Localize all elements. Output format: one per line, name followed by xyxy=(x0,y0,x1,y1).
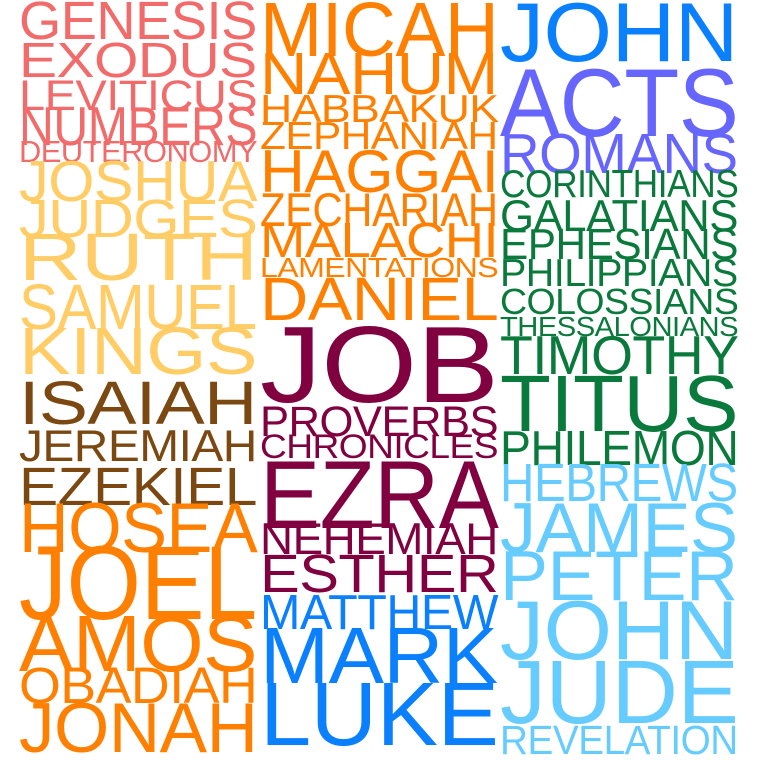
column-middle: MICAH NAHUM HABBAKUK ZEPHANIAH HAGGAI ZECHARI… xyxy=(260,0,499,760)
book-leviticus: LEVITICUS xyxy=(19,72,258,119)
book-mark: MARK xyxy=(260,611,498,700)
book-john: JOHN xyxy=(500,584,738,677)
book-luke: LUKE xyxy=(260,665,499,760)
book-revelation: REVELATION xyxy=(500,717,738,760)
book-jeremiah: JEREMIAH xyxy=(19,420,257,471)
book-zephaniah: ZEPHANIAH xyxy=(260,115,498,158)
book-timothy: TIMOTHY xyxy=(500,324,739,386)
book-acts: ACTS xyxy=(500,50,739,157)
book-hosea: HOSEA xyxy=(19,488,258,567)
book-esther: ESTHER xyxy=(260,544,499,604)
book-isaiah: ISAIAH xyxy=(19,369,257,438)
book-proverbs: PROVERBS xyxy=(260,398,499,445)
book-lamentations: LAMENTATIONS xyxy=(260,251,499,283)
book-jonah: JONAH xyxy=(19,688,258,760)
book-corinthians: CORINTHIANS xyxy=(500,163,739,206)
column-right: JOHN ACTS ROMANS CORINTHIANS GALATIANS EPHESI… xyxy=(500,0,739,760)
book-daniel: DANIEL xyxy=(260,265,499,334)
book-nehemiah: NEHEMIAH xyxy=(260,513,498,564)
book-haggai: HAGGAI xyxy=(260,137,499,205)
book-micah: MICAH xyxy=(260,0,499,73)
book-nahum: NAHUM xyxy=(260,42,498,107)
book-kings: KINGS xyxy=(19,315,258,389)
book-philemon: PHILEMON xyxy=(500,422,739,476)
book-james: JAMES xyxy=(500,488,738,567)
book-exodus: EXODUS xyxy=(19,34,257,88)
book-genesis: GENESIS xyxy=(19,0,257,51)
book-obadiah: OBADIAH xyxy=(19,657,258,714)
book-habbakuk: HABBAKUK xyxy=(260,88,499,131)
book-titus: TITUS xyxy=(500,359,739,448)
book-job: JOB xyxy=(260,304,499,426)
book-galatians: GALATIANS xyxy=(500,190,738,241)
book-numbers: NUMBERS xyxy=(19,95,258,157)
book-amos: AMOS xyxy=(19,599,258,688)
book-philippians: PHILIPPIANS xyxy=(500,252,738,295)
book-joel: JOEL xyxy=(19,525,257,642)
book-matthew: MATTHEW xyxy=(260,586,499,640)
book-jude: JUDE xyxy=(500,643,739,743)
book-romans: ROMANS xyxy=(500,122,738,185)
book-peter: PETER xyxy=(500,536,738,615)
book-ezekiel: EZEKIEL xyxy=(19,457,257,517)
book-malachi: MALACHI xyxy=(260,214,499,268)
book-thessalonians: THESSALONIANS xyxy=(500,310,739,342)
book-chronicles: CHRONICLES xyxy=(260,428,498,466)
book-ruth: RUTH xyxy=(19,221,258,295)
book-samuel: SAMUEL xyxy=(19,271,257,343)
book-john: JOHN xyxy=(500,0,738,79)
column-left: GENESIS EXODUS LEVITICUS NUMBERS DEUTERONOMY… xyxy=(19,0,258,760)
book-judges: JUDGES xyxy=(19,189,258,249)
book-zechariah: ZECHARIAH xyxy=(260,184,498,237)
book-deuteronomy: DEUTERONOMY xyxy=(19,134,258,169)
book-ezra: EZRA xyxy=(260,442,499,549)
book-colossians: COLOSSIANS xyxy=(500,282,739,322)
book-hebrews: HEBREWS xyxy=(500,453,738,513)
book-ephesians: EPHESIANS xyxy=(500,221,738,269)
book-joshua: JOSHUA xyxy=(19,150,258,214)
